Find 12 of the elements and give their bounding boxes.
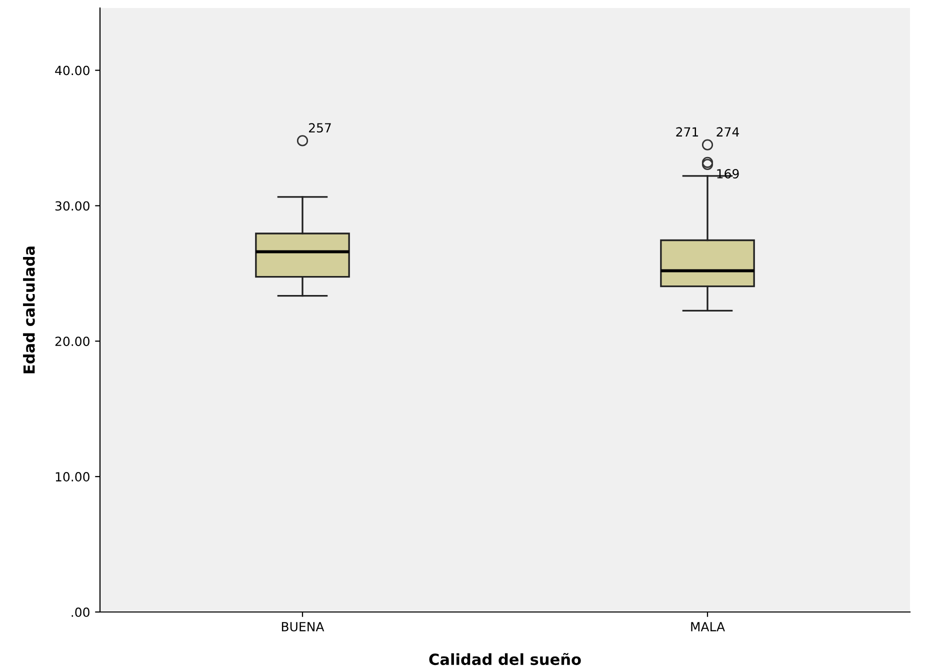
- y-tick-label: .00: [72, 607, 90, 617]
- annotation: 257: [308, 123, 331, 133]
- x-tick-label: MALA: [691, 622, 725, 632]
- y-tick-label: 10.00: [56, 472, 90, 482]
- annotation: 274: [716, 127, 739, 136]
- y-axis-title: Edad calculada: [23, 246, 35, 374]
- y-tick-label: 40.00: [55, 66, 90, 76]
- annotation: 271: [676, 127, 698, 136]
- x-tick-label: BUENA: [282, 622, 324, 632]
- x-axis-title: Calidad del sueño: [429, 652, 581, 666]
- y-tick-label: 30.00: [55, 201, 90, 211]
- y-tick-label: 20.00: [55, 336, 90, 346]
